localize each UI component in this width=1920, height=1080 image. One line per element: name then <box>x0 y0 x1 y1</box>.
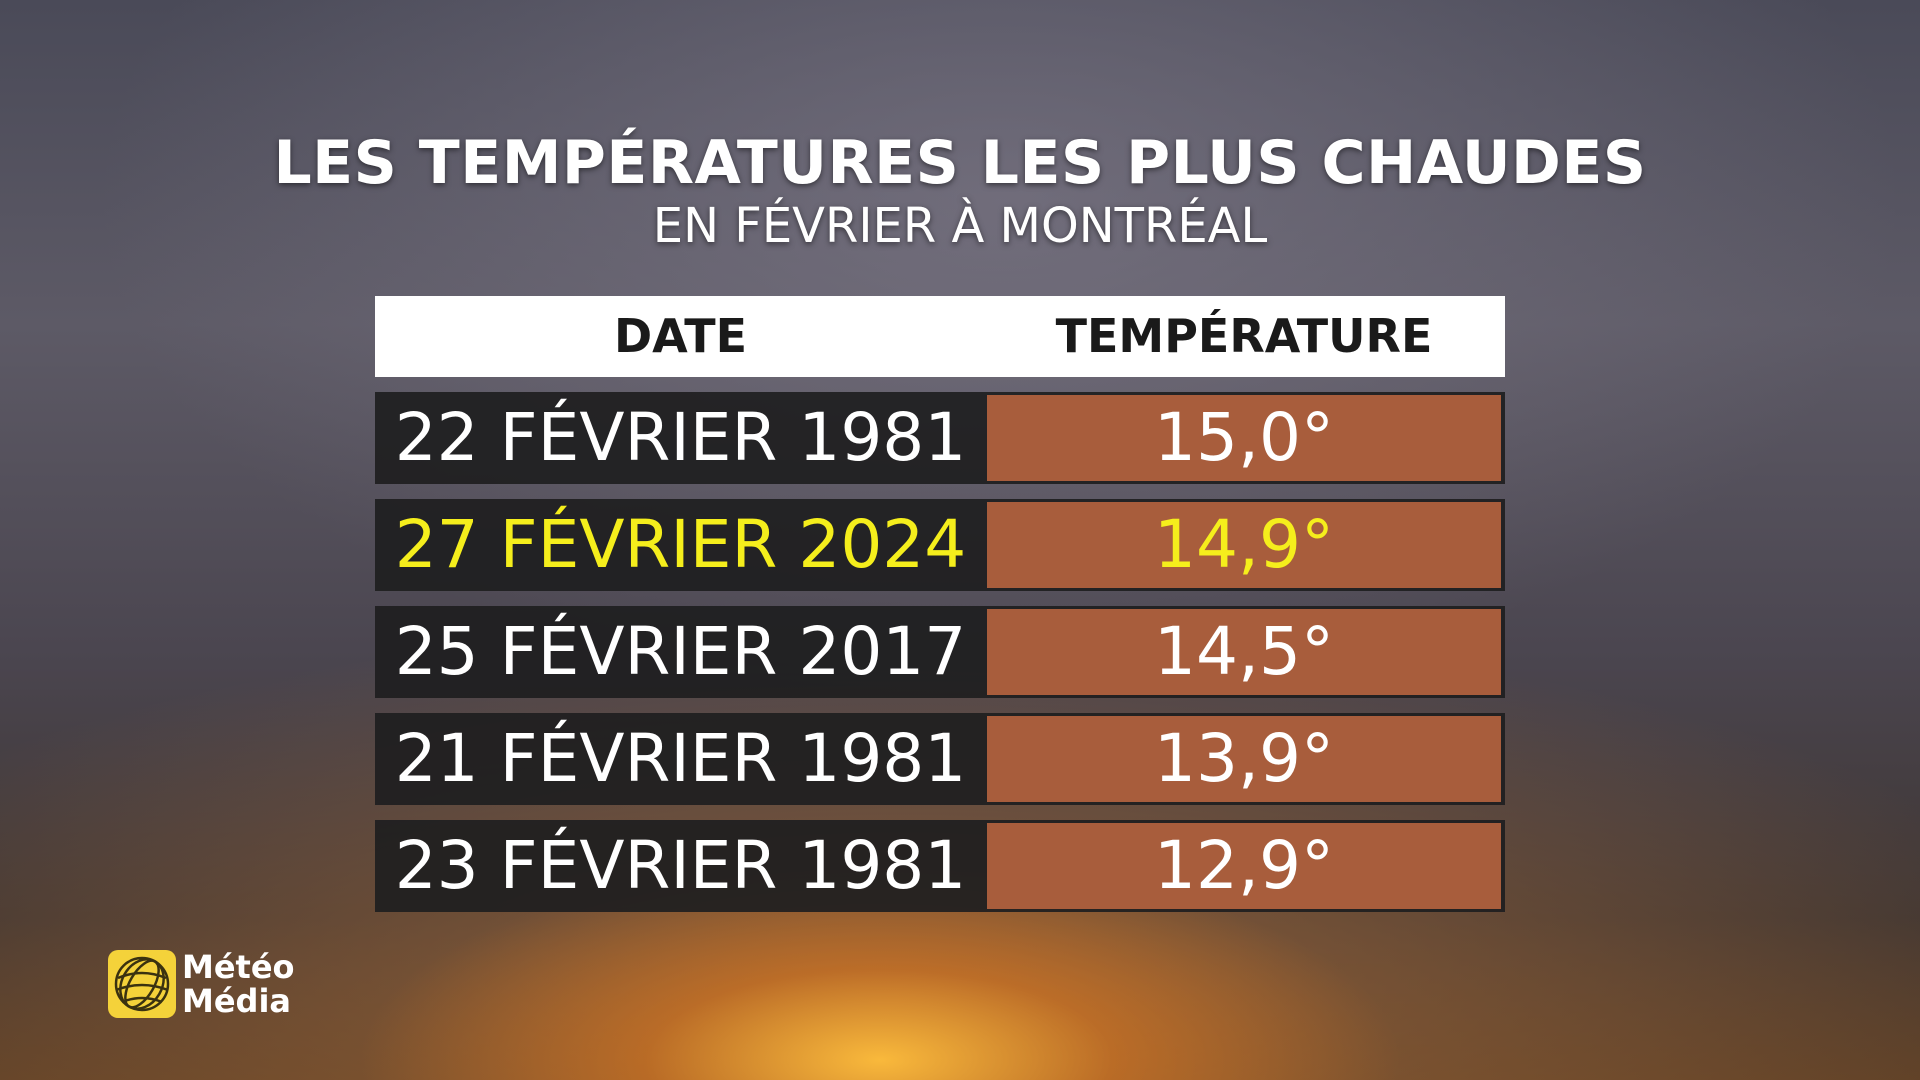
logo-globe <box>114 956 170 1012</box>
table-header: DATE TEMPÉRATURE <box>375 296 1505 377</box>
subtitle: EN FÉVRIER À MONTRÉAL <box>652 198 1268 254</box>
temperature-cell: 15,0° <box>987 395 1501 481</box>
table-row: 27 FÉVRIER 2024 14,9° <box>375 499 1505 591</box>
temperature-cell: 14,9° <box>987 502 1501 588</box>
logo-text: Média <box>182 982 292 1020</box>
date-cell: 23 FÉVRIER 1981 <box>394 827 967 904</box>
table-row: 25 FÉVRIER 2017 14,5° <box>375 606 1505 698</box>
logo-icon <box>108 950 176 1018</box>
logo-text: Météo <box>182 948 295 986</box>
column-header: TEMPÉRATURE <box>1055 309 1433 363</box>
table-row: 23 FÉVRIER 1981 12,9° <box>375 820 1505 912</box>
column-header: DATE <box>613 309 747 363</box>
table-row: 22 FÉVRIER 1981 15,0° <box>375 392 1505 484</box>
date-cell: 22 FÉVRIER 1981 <box>394 399 967 476</box>
table-row: 21 FÉVRIER 1981 13,9° <box>375 713 1505 805</box>
temperature-cell: 12,9° <box>987 823 1501 909</box>
date-cell: 27 FÉVRIER 2024 <box>394 506 967 583</box>
date-cell: 25 FÉVRIER 2017 <box>394 613 967 690</box>
title: LES TEMPÉRATURES LES PLUS CHAUDES <box>273 128 1647 198</box>
temperature-cell: 14,5° <box>987 609 1501 695</box>
temperature-cell: 13,9° <box>987 716 1501 802</box>
date-cell: 21 FÉVRIER 1981 <box>394 720 967 797</box>
